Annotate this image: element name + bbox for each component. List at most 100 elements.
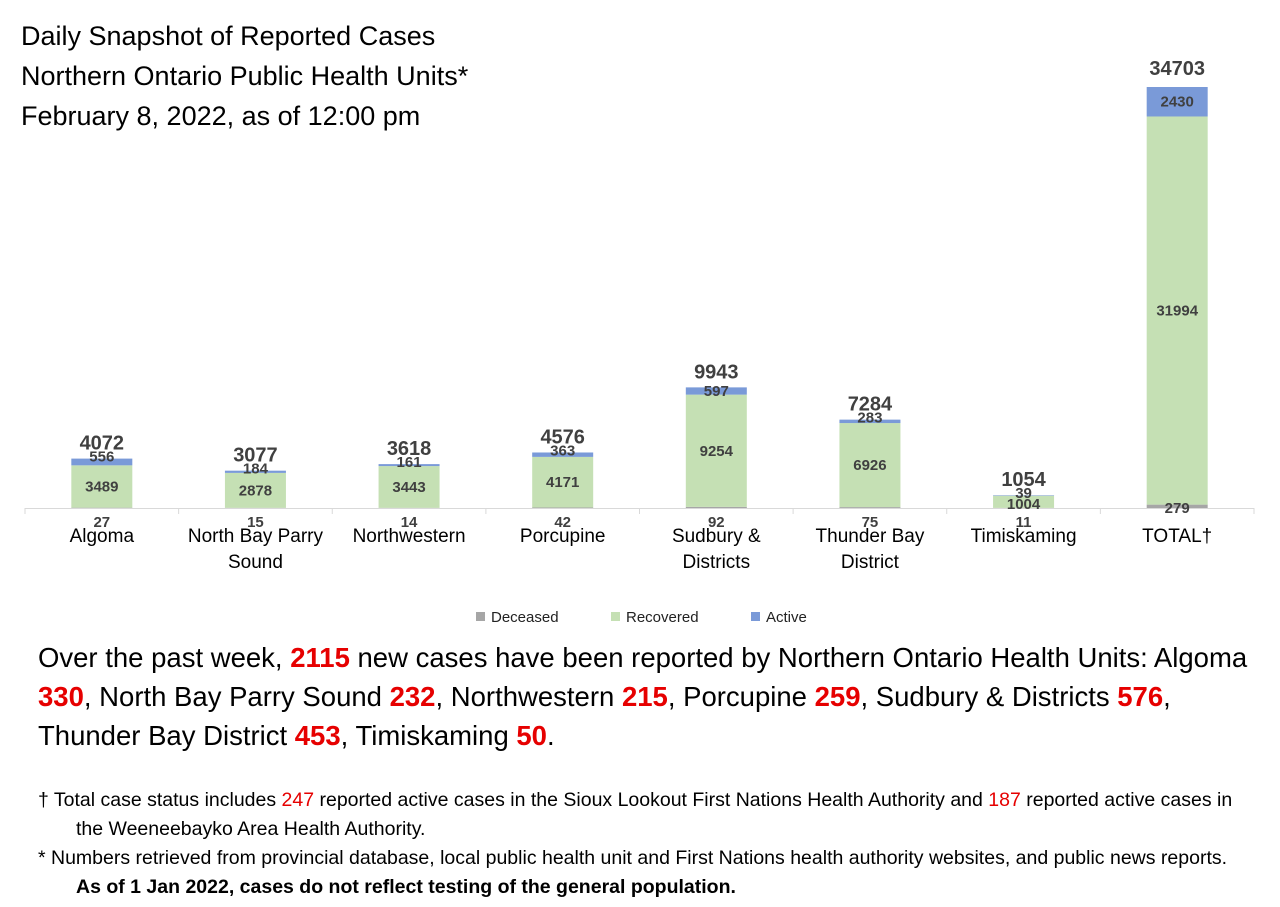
data-label-total: 1054 bbox=[1001, 469, 1046, 491]
summary-text: , Thunder Bay District bbox=[38, 681, 1171, 751]
data-label-total: 4576 bbox=[540, 426, 585, 448]
category-tick-label: District bbox=[841, 552, 900, 573]
data-label-deceased: 11 bbox=[1016, 514, 1032, 531]
bar-recovered bbox=[685, 394, 747, 507]
bar-active bbox=[378, 464, 440, 467]
bar-active bbox=[224, 470, 286, 473]
bar-deceased bbox=[532, 507, 594, 508]
category-tick-label: Sound bbox=[228, 552, 283, 573]
summary-north-bay-parry-sound: 232 bbox=[389, 681, 436, 712]
data-label-total: 7284 bbox=[848, 394, 893, 416]
chart-legend: Deceased Recovered Active bbox=[0, 609, 1280, 629]
legend-item-recovered: Recovered bbox=[611, 609, 699, 626]
bar-recovered bbox=[1146, 116, 1208, 505]
summary-text: , Northwestern bbox=[435, 681, 622, 712]
summary-text: , Sudbury & Districts bbox=[860, 681, 1118, 712]
summary-sudbury: 576 bbox=[1117, 681, 1164, 712]
data-label-active: 556 bbox=[89, 449, 114, 466]
category-tick-label: Porcupine bbox=[520, 526, 606, 547]
bar-deceased bbox=[1146, 504, 1208, 508]
summary-text: Over the past week, bbox=[38, 642, 291, 673]
category-tick-label: TOTAL† bbox=[1142, 526, 1212, 547]
legend-swatch-deceased bbox=[476, 612, 485, 621]
data-label-recovered: 6926 bbox=[853, 457, 886, 474]
summary-text: new cases have been reported by Northern… bbox=[349, 642, 1248, 673]
bar-recovered bbox=[71, 465, 133, 508]
data-label-active: 597 bbox=[704, 383, 729, 400]
footnote-bold-text: As of 1 Jan 2022, cases do not reflect t… bbox=[76, 876, 736, 898]
bar-deceased bbox=[685, 506, 747, 508]
summary-text: , Porcupine bbox=[667, 681, 815, 712]
bar-deceased bbox=[839, 507, 901, 508]
data-label-recovered: 3489 bbox=[85, 479, 118, 496]
legend-label-deceased: Deceased bbox=[491, 609, 559, 626]
data-label-recovered: 1004 bbox=[1007, 496, 1041, 513]
legend-label-recovered: Recovered bbox=[626, 609, 699, 626]
data-label-deceased: 14 bbox=[401, 514, 418, 531]
data-label-deceased: 75 bbox=[862, 514, 879, 531]
footnotes: † Total case status includes 247 reporte… bbox=[38, 786, 1253, 902]
category-tick-label: Sudbury & bbox=[672, 526, 761, 547]
bar-recovered bbox=[224, 472, 286, 508]
summary-thunder-bay: 453 bbox=[294, 720, 341, 751]
legend-swatch-recovered bbox=[611, 612, 620, 621]
title-line-3: February 8, 2022, as of 12:00 pm bbox=[21, 101, 421, 131]
summary-algoma: 330 bbox=[38, 681, 84, 712]
bar-active bbox=[532, 452, 594, 457]
data-label-active: 161 bbox=[397, 454, 422, 471]
bar-recovered bbox=[378, 466, 440, 508]
summary-total-new: 2115 bbox=[290, 642, 350, 673]
data-label-recovered: 31994 bbox=[1156, 303, 1198, 320]
data-label-recovered: 9254 bbox=[700, 443, 734, 460]
title-line-2: Northern Ontario Public Health Units* bbox=[21, 61, 469, 91]
data-label-recovered: 3443 bbox=[392, 479, 425, 496]
data-label-active: 39 bbox=[1015, 485, 1032, 502]
footnote-text: † Total case status includes bbox=[38, 789, 282, 811]
data-label-deceased: 27 bbox=[93, 514, 110, 531]
summary-timiskaming: 50 bbox=[516, 720, 547, 751]
data-label-active: 184 bbox=[243, 461, 269, 478]
data-label-active: 363 bbox=[550, 442, 575, 459]
data-label-total: 3077 bbox=[233, 445, 278, 467]
footnote-weeneebayko-count: 187 bbox=[988, 789, 1021, 811]
chart-title: Daily Snapshot of Reported Cases Norther… bbox=[21, 16, 468, 136]
legend-label-active: Active bbox=[766, 609, 807, 626]
data-label-deceased: 15 bbox=[247, 514, 264, 531]
data-label-deceased: 42 bbox=[554, 514, 571, 531]
data-label-deceased: 92 bbox=[708, 514, 725, 531]
legend-item-active: Active bbox=[751, 609, 807, 626]
footnote-dagger: † Total case status includes 247 reporte… bbox=[38, 786, 1253, 844]
summary-text: , North Bay Parry Sound bbox=[83, 681, 390, 712]
bar-active bbox=[839, 419, 901, 424]
data-label-total: 9943 bbox=[694, 361, 739, 383]
data-label-recovered: 2878 bbox=[239, 482, 272, 499]
footnote-sioux-lookout-count: 247 bbox=[281, 789, 315, 811]
footnote-text: * Numbers retrieved from provincial data… bbox=[38, 847, 1228, 869]
footnote-asterisk: * Numbers retrieved from provincial data… bbox=[38, 844, 1253, 902]
summary-text: . bbox=[546, 720, 555, 751]
title-line-1: Daily Snapshot of Reported Cases bbox=[21, 21, 436, 51]
data-label-recovered: 4171 bbox=[546, 474, 579, 491]
category-tick-label: North Bay Parry bbox=[188, 526, 324, 547]
bar-active bbox=[71, 458, 133, 466]
category-tick-label: Districts bbox=[683, 552, 751, 573]
category-tick-label: Algoma bbox=[70, 526, 135, 547]
data-label-active: 2430 bbox=[1161, 94, 1194, 111]
data-label-active: 283 bbox=[857, 410, 882, 427]
footnote-text: reported active cases in the Weeneebayko… bbox=[76, 789, 1233, 840]
bar-active bbox=[1146, 87, 1208, 117]
bar-recovered bbox=[839, 423, 901, 508]
data-label-total: 34703 bbox=[1149, 58, 1205, 80]
bar-active bbox=[685, 387, 747, 395]
data-label-total: 3618 bbox=[387, 438, 432, 460]
weekly-summary: Over the past week, 2115 new cases have … bbox=[38, 638, 1253, 755]
legend-swatch-active bbox=[751, 612, 760, 621]
footnote-text: reported active cases in the Sioux Looko… bbox=[314, 789, 989, 811]
category-tick-label: Northwestern bbox=[353, 526, 466, 547]
legend-item-deceased: Deceased bbox=[476, 609, 559, 626]
bar-recovered bbox=[532, 456, 594, 508]
category-tick-label: Thunder Bay bbox=[816, 526, 925, 547]
data-label-total: 4072 bbox=[80, 433, 125, 455]
summary-northwestern: 215 bbox=[621, 681, 668, 712]
